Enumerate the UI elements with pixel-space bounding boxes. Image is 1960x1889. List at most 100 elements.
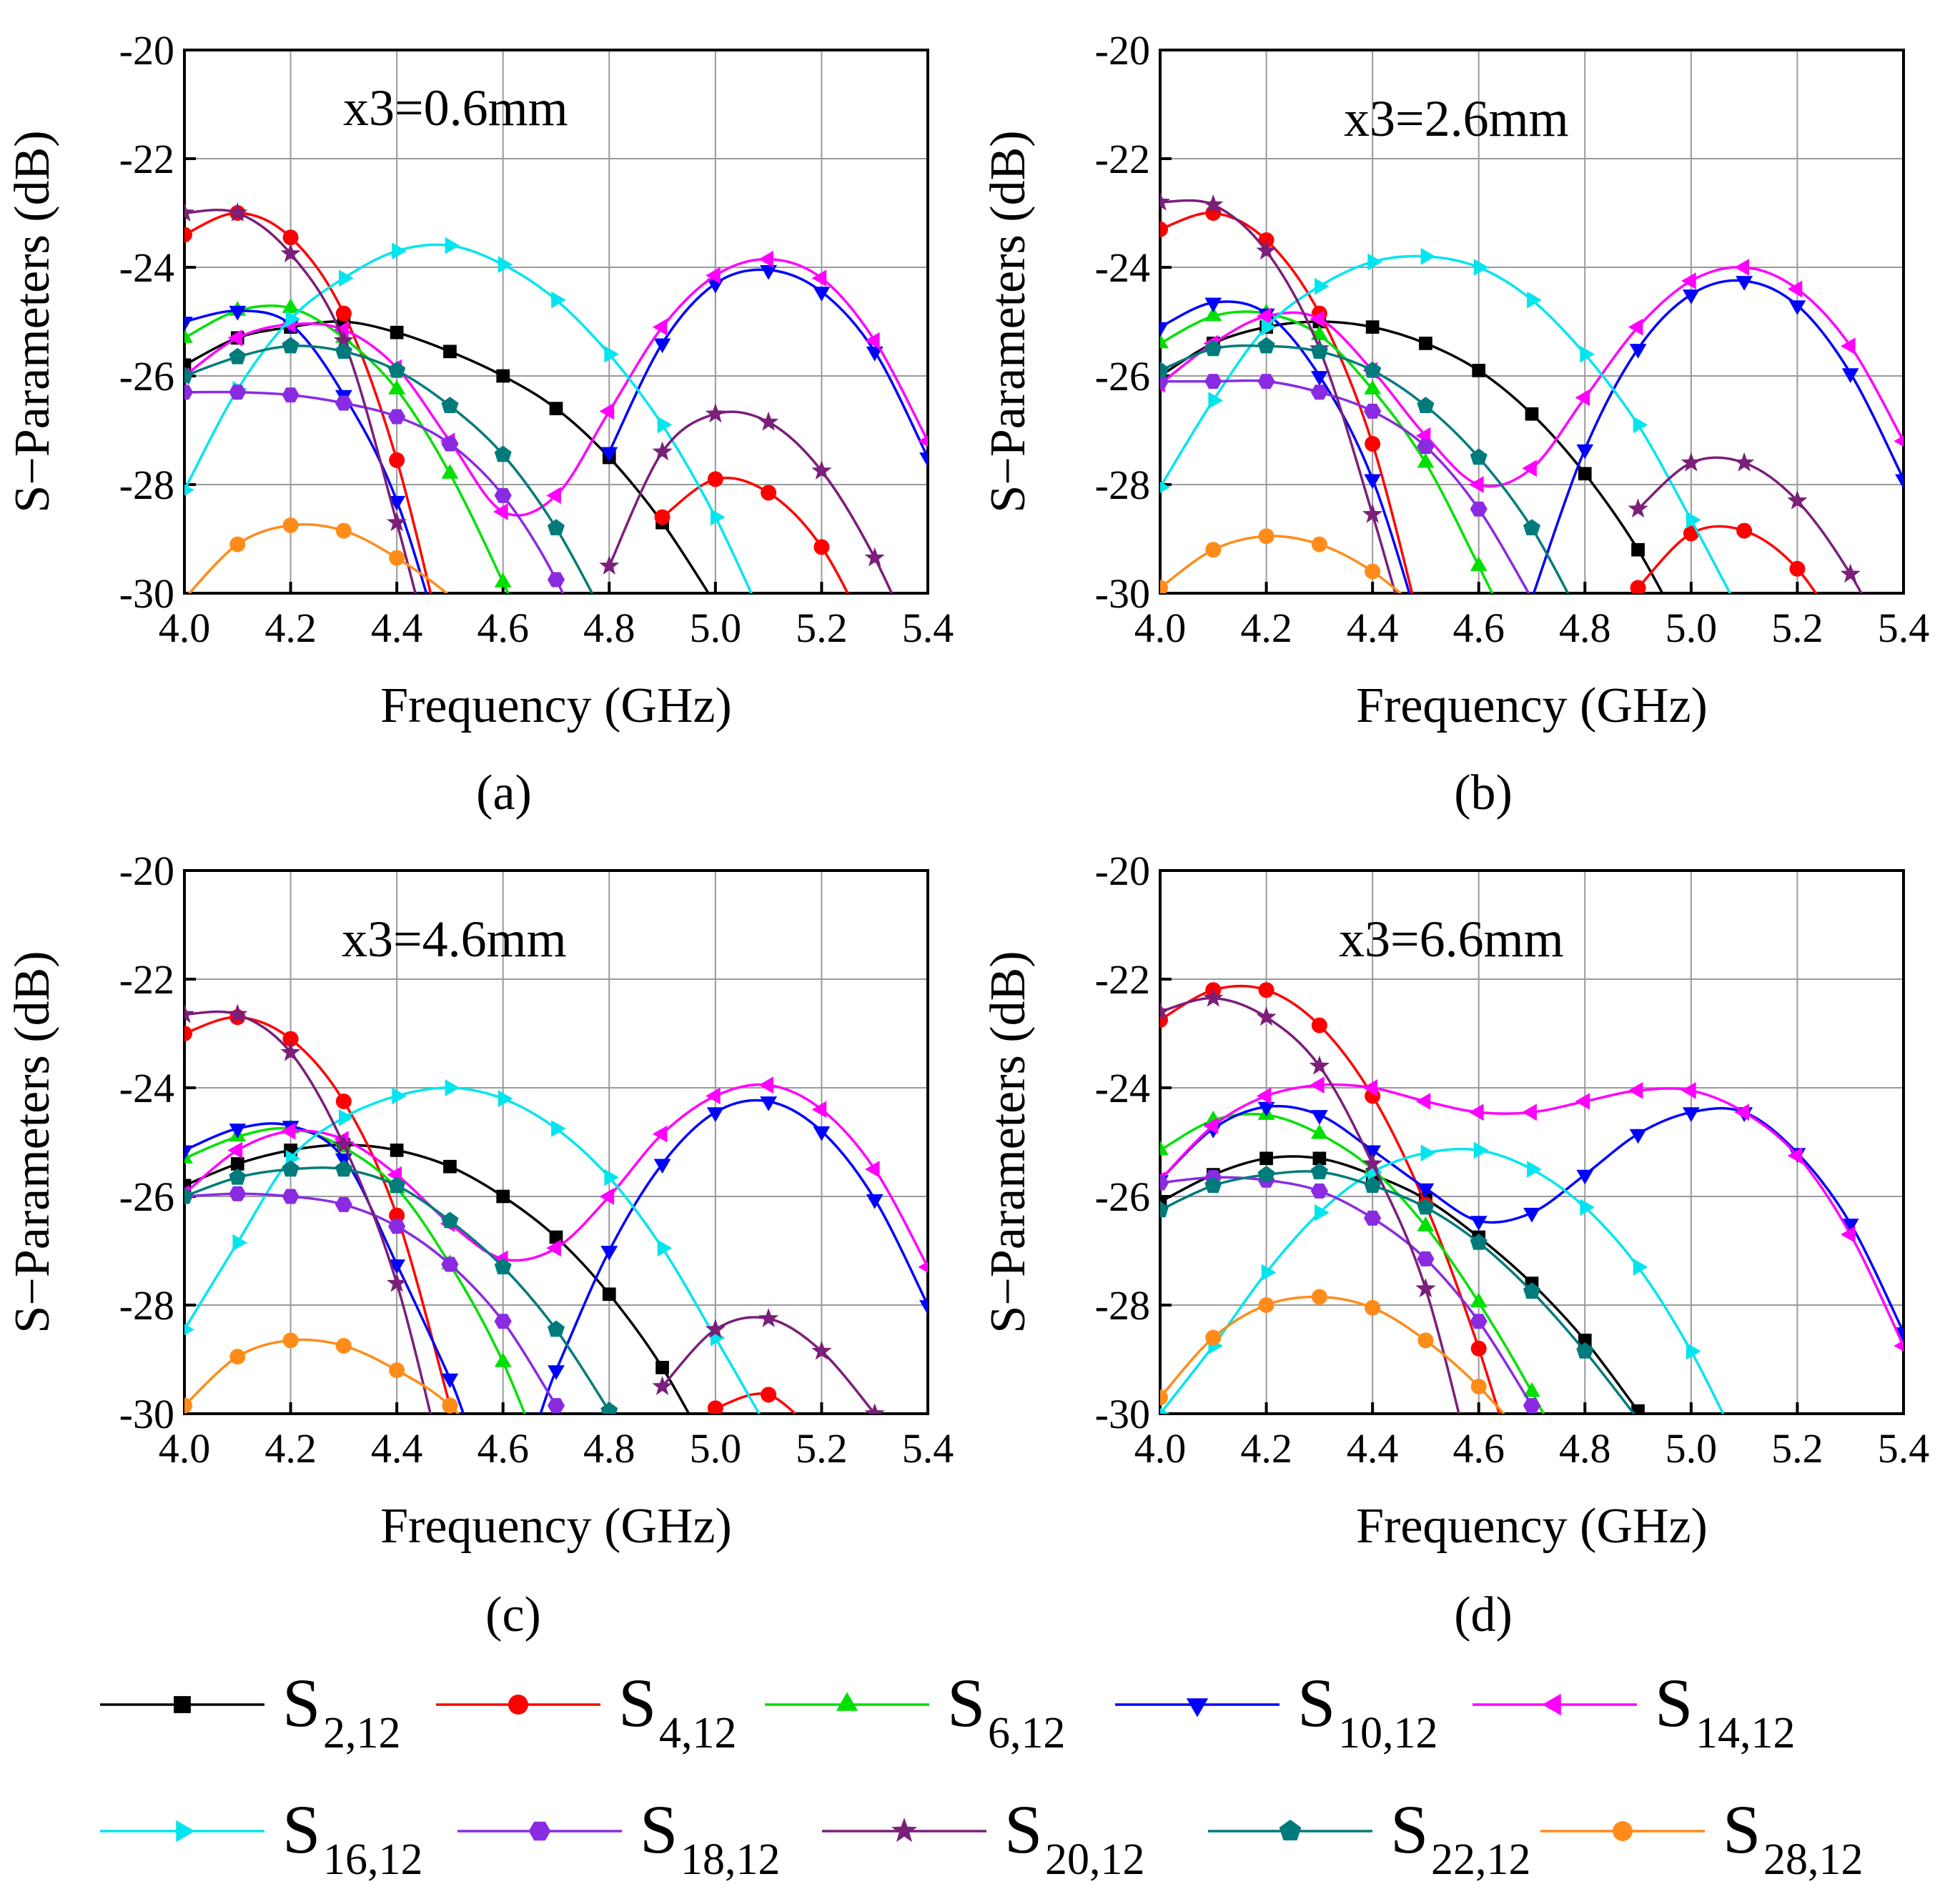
data-point (335, 342, 352, 359)
data-point (918, 435, 928, 447)
panel-c-caption: (c) (485, 1587, 541, 1642)
panel-a-xlabel: Frequency (GHz) (380, 678, 732, 733)
data-point (441, 397, 459, 413)
data-point (1310, 1183, 1328, 1199)
data-point (229, 1186, 247, 1201)
y-tick-label: -20 (119, 848, 174, 894)
data-point (442, 1397, 458, 1414)
panel-d-annotation: x3=6.6mm (1339, 911, 1564, 968)
data-point (599, 1188, 615, 1205)
data-point (604, 1169, 619, 1186)
data-point (333, 329, 354, 349)
legend-marker (528, 1821, 551, 1841)
data-point (811, 460, 832, 480)
y-tick-label: -22 (119, 956, 174, 1003)
panel-c-xlabel: Frequency (GHz) (380, 1499, 732, 1554)
data-point (1256, 1006, 1277, 1026)
data-point (282, 517, 299, 533)
data-point (1788, 300, 1806, 315)
panel-d-series (1160, 982, 1904, 1414)
data-point (1469, 1104, 1484, 1121)
series-line (1160, 1170, 1635, 1414)
legend-marker (1542, 1693, 1561, 1716)
panel-b-annotation: x3=2.6mm (1344, 90, 1569, 147)
data-point (1310, 1163, 1328, 1179)
x-tick-label: 4.4 (371, 605, 423, 651)
data-point (1523, 1382, 1540, 1397)
data-point (335, 1094, 352, 1109)
data-point (1575, 1093, 1590, 1110)
data-point (1470, 501, 1488, 517)
data-point (1525, 407, 1539, 421)
data-point (1523, 1398, 1541, 1414)
data-point (1258, 982, 1275, 998)
legend-label-subscript: 4,12 (659, 1709, 737, 1757)
data-point (652, 1125, 668, 1143)
series-S2-12 (1160, 1151, 1645, 1414)
data-point (1204, 374, 1222, 390)
data-point (706, 1087, 721, 1105)
data-point (229, 385, 247, 400)
data-point (758, 411, 779, 431)
data-point (1417, 1198, 1435, 1215)
data-point (599, 555, 620, 575)
legend-label: S (640, 1791, 678, 1868)
panel-a-caption: (a) (476, 765, 532, 820)
series-S28-12 (187, 517, 449, 593)
data-point (866, 346, 884, 362)
x-tick-label: 4.0 (1134, 605, 1187, 651)
data-point (1470, 1234, 1488, 1250)
series-line (1160, 1147, 1725, 1414)
y-tick-label: -24 (1095, 244, 1150, 291)
data-point (707, 1400, 723, 1414)
data-point (280, 1122, 296, 1140)
legend-item-28-12: S 28,12 (1540, 1791, 1864, 1884)
data-point (1257, 1101, 1275, 1117)
data-point (494, 1314, 512, 1329)
series-line (184, 1010, 432, 1414)
y-tick-label: -22 (1095, 956, 1150, 1003)
data-point (1841, 1219, 1859, 1234)
legend-label-subscript: 2,12 (323, 1709, 401, 1757)
data-point (1257, 1166, 1275, 1182)
data-point (339, 269, 354, 287)
legend-label-subscript: 10,12 (1338, 1709, 1438, 1757)
data-point (657, 1239, 673, 1257)
data-point (1473, 1141, 1489, 1159)
data-point (551, 1120, 566, 1137)
data-point (865, 1161, 880, 1178)
data-point (706, 267, 721, 284)
legend-item-2-12: S 2,12 (100, 1665, 401, 1757)
series-S14-12 (1160, 259, 1904, 493)
data-point (282, 1332, 299, 1349)
series-line (1160, 535, 1402, 593)
data-point (1160, 361, 1169, 378)
series-S16-12 (184, 237, 753, 593)
data-point (652, 441, 673, 461)
x-tick-label: 5.2 (1771, 605, 1823, 651)
data-point (866, 1194, 884, 1209)
legend-marker (1613, 1821, 1633, 1841)
data-point (333, 1134, 354, 1154)
data-point (548, 1320, 565, 1337)
data-point (707, 471, 723, 487)
data-point (811, 1101, 827, 1119)
x-tick-label: 5.2 (1771, 1425, 1823, 1472)
y-tick-label: -28 (1095, 462, 1150, 508)
data-point (1417, 452, 1435, 468)
data-point (282, 229, 299, 246)
panel-b-frame (1159, 49, 1905, 595)
panel-d-xlabel: Frequency (GHz) (1356, 1499, 1708, 1554)
data-point (1258, 1297, 1275, 1313)
data-point (758, 1076, 773, 1094)
panel-b-ylabel: S−Parameters (dB) (981, 130, 1036, 512)
data-point (1470, 556, 1488, 571)
data-point (494, 1258, 512, 1274)
data-point (652, 318, 668, 336)
data-point (389, 550, 405, 566)
data-point (232, 1234, 247, 1251)
data-point (1527, 1161, 1542, 1178)
data-point (1895, 474, 1904, 490)
series-line (608, 410, 894, 593)
legend-marker (508, 1695, 528, 1715)
